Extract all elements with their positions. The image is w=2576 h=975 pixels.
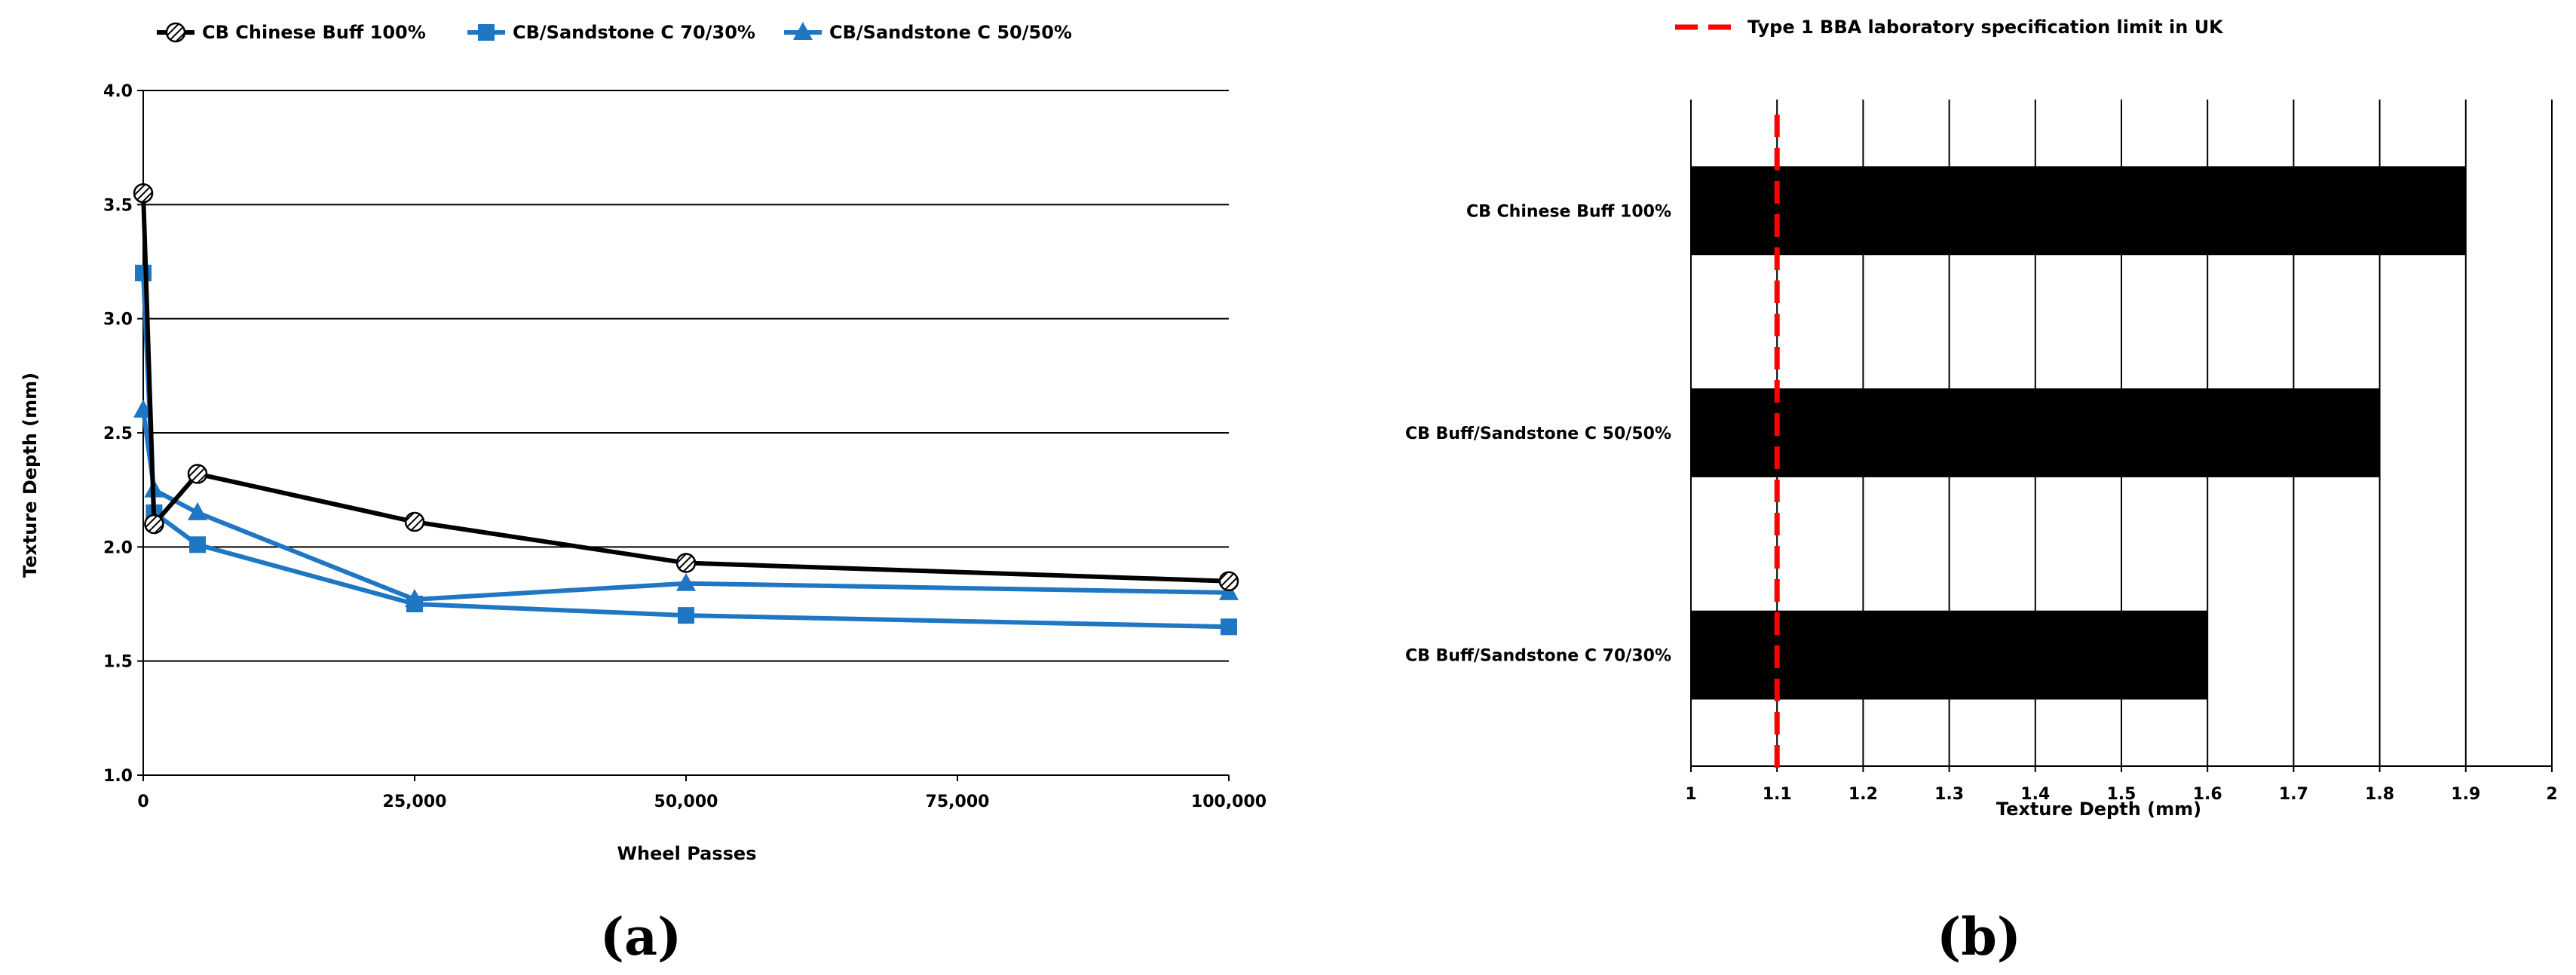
data-point [188, 501, 207, 520]
panel-label-b: (b) [1937, 907, 2021, 967]
category-labels: CB Chinese Buff 100% CB Buff/Sandstone C … [1405, 202, 1671, 665]
series-line [141, 193, 1230, 584]
x-axis-title: Wheel Passes [617, 843, 757, 864]
y-axis-title: Texture Depth (mm) [20, 373, 41, 578]
legend-label: CB/Sandstone C 50/50% [829, 22, 1072, 43]
legend-item: CB/Sandstone C 70/30% [467, 22, 755, 43]
legend-label: CB/Sandstone C 70/30% [513, 22, 755, 43]
y-tick-label: 1.5 [103, 653, 133, 672]
x-tick-label: 1.2 [1849, 785, 1878, 804]
x-tick-label: 1.3 [1934, 785, 1964, 804]
x-tick-label: 1.8 [2365, 785, 2394, 804]
bar [1691, 610, 2208, 700]
panel-label-a: (a) [600, 907, 682, 967]
x-tick-label: 25,000 [383, 793, 447, 811]
x-tick-label: 75,000 [926, 793, 990, 811]
line-chart-panel: 1.0 1.5 2.0 2.5 3.0 3.5 4.0 0 25,000 50,000 75,00… [20, 22, 1267, 967]
x-tick-label: 1.6 [2193, 785, 2222, 804]
legend: CB Chinese Buff 100% CB/Sandstone C 70/30… [157, 22, 1072, 43]
data-point [133, 182, 154, 204]
bar-chart-panel: CB Chinese Buff 100% CB Buff/Sandstone C … [1405, 17, 2558, 967]
data-point [678, 607, 694, 624]
legend-marker [165, 22, 186, 43]
data-point [1218, 571, 1239, 591]
data-point [676, 572, 696, 591]
data-point [404, 511, 425, 532]
y-tick-label: 3.5 [103, 196, 133, 215]
data-point [187, 464, 208, 484]
x-tick-label: 1.7 [2279, 785, 2308, 804]
series-lines [133, 182, 1239, 636]
x-tick-label: 1.4 [2020, 785, 2050, 804]
data-point [144, 514, 164, 535]
x-tick-label: 50,000 [654, 793, 718, 811]
legend-label: Type 1 BBA laboratory specification limi… [1747, 17, 2224, 38]
data-point [405, 588, 424, 607]
y-gridlines [137, 90, 1229, 776]
legend: Type 1 BBA laboratory specification limi… [1675, 17, 2224, 38]
x-tick-label: 1.9 [2451, 785, 2480, 804]
category-label: CB Buff/Sandstone C 50/50% [1405, 425, 1671, 443]
y-tick-label: 2.5 [103, 425, 133, 443]
data-point [133, 399, 153, 418]
bar [1691, 166, 2466, 256]
legend-marker [793, 22, 813, 40]
x-tick-label: 100,000 [1191, 793, 1267, 811]
data-point [189, 536, 206, 553]
legend-item: CB/Sandstone C 50/50% [784, 22, 1072, 43]
x-axis-title: Texture Depth (mm) [1996, 799, 2201, 820]
y-tick-label: 3.0 [103, 311, 133, 330]
bar [1691, 388, 2380, 477]
category-label: CB Chinese Buff 100% [1466, 202, 1671, 221]
x-tick-label: 1.5 [2107, 785, 2136, 804]
x-tick-label: 2 [2546, 785, 2557, 804]
data-point [135, 265, 152, 282]
series-cb-chinese-buff-100- [133, 182, 1239, 591]
x-tick-labels: 0 25,000 50,000 75,000 100,000 [137, 775, 1267, 811]
legend-marker [478, 24, 495, 41]
bars [1691, 166, 2466, 700]
data-point [1221, 618, 1237, 636]
legend-item: CB Chinese Buff 100% [157, 22, 426, 43]
y-tick-label: 2.0 [103, 538, 133, 557]
y-tick-labels: 1.0 1.5 2.0 2.5 3.0 3.5 4.0 [103, 82, 133, 786]
data-point [675, 553, 697, 573]
category-label: CB Buff/Sandstone C 70/30% [1405, 647, 1671, 666]
legend-label: CB Chinese Buff 100% [202, 22, 426, 43]
x-tick-label: 0 [137, 793, 149, 811]
x-tick-labels: 1 1.1 1.2 1.3 1.4 1.5 1.6 1.7 1.8 1.9 2 [1685, 785, 2557, 804]
y-tick-label: 1.0 [103, 767, 133, 786]
x-tick-label: 1.1 [1763, 785, 1792, 804]
y-tick-label: 4.0 [103, 82, 133, 101]
x-tick-label: 1 [1685, 785, 1696, 804]
